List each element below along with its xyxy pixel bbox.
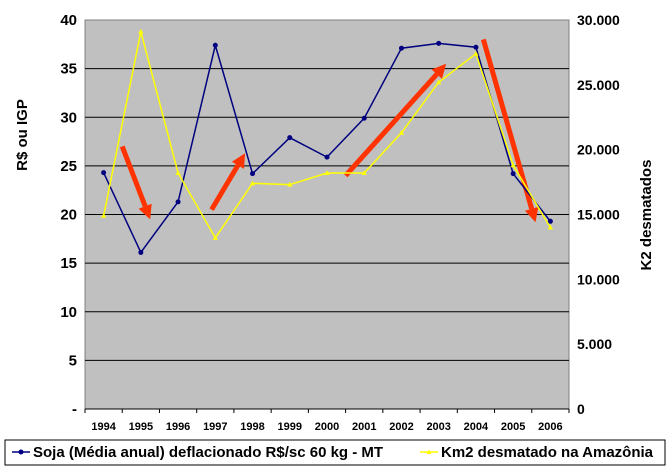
y-axis-left-ticks: - 5 10 15 20 25 30 35 40	[60, 12, 77, 418]
data-point	[212, 42, 218, 48]
x-tick-label: 2004	[464, 421, 489, 433]
y-tick-label: 20	[60, 207, 77, 224]
data-point	[249, 180, 256, 186]
trend-arrow	[119, 145, 152, 220]
data-point	[324, 170, 330, 176]
data-point	[138, 28, 144, 34]
x-tick-label: 1997	[203, 421, 227, 433]
y2-tick-label: 10.000	[577, 271, 620, 287]
x-tick-label: 2003	[426, 421, 450, 433]
data-point	[436, 79, 442, 85]
x-tick-label: 1994	[91, 421, 116, 433]
x-tick-label: 1999	[278, 421, 302, 433]
x-tick-label: 2000	[315, 421, 339, 433]
data-point	[324, 154, 330, 160]
arrow-head	[231, 153, 246, 169]
data-point	[101, 170, 107, 176]
x-axis-ticks: 1994 1995 1996 1997 1998 1999 2000 2001 2002 2003…	[91, 421, 562, 433]
arrow-head	[524, 206, 539, 223]
data-point	[287, 181, 293, 187]
arrow-head	[138, 203, 152, 220]
y-tick-label: 15	[60, 255, 77, 272]
x-tick-label: 2005	[501, 421, 525, 433]
y-tick-label: 35	[60, 61, 77, 78]
arrow-head	[431, 63, 447, 79]
data-point	[398, 45, 404, 51]
y2-tick-label: 5.000	[577, 336, 612, 352]
data-point	[175, 170, 181, 176]
y-tick-label: 5	[69, 352, 77, 369]
data-point	[510, 171, 516, 177]
legend-label-soja: Soja (Média anual) deflacionado R$/sc 60…	[33, 444, 383, 461]
trend-arrow	[343, 63, 447, 178]
series-desmatamento	[101, 28, 553, 240]
data-point	[436, 40, 442, 46]
data-point	[212, 235, 218, 240]
data-point	[547, 218, 553, 224]
legend-label-desmatamento: Km2 desmatado na Amazônia	[441, 444, 654, 461]
gridlines	[84, 68, 570, 413]
legend-marker-soja	[18, 449, 24, 455]
data-point	[138, 249, 144, 255]
y-tick-label: 30	[60, 109, 77, 126]
y-axis-right-ticks: 0 5.000 10.000 15.000 20.000 25.000 30.000	[577, 12, 620, 417]
data-point	[101, 212, 107, 218]
x-tick-label: 1995	[129, 421, 153, 433]
x-tick-label: 1996	[166, 421, 190, 433]
x-tick-label: 2006	[538, 421, 562, 433]
y2-tick-label: 20.000	[577, 142, 620, 158]
series-layer	[101, 28, 553, 255]
series-soja	[101, 40, 553, 255]
data-point	[398, 130, 405, 135]
legend-box	[4, 439, 666, 466]
y-axis-right-title: K2 desmatados	[638, 160, 655, 271]
y-axis-left-title: R$ ou IGP	[14, 99, 31, 171]
data-point	[547, 224, 553, 230]
data-point	[361, 170, 367, 176]
x-tick-label: 1998	[240, 421, 264, 433]
legend: Soja (Média anual) deflacionado R$/sc 60…	[4, 439, 666, 466]
data-point	[473, 44, 479, 50]
trend-arrow	[209, 153, 246, 211]
data-point	[250, 171, 256, 177]
data-point	[175, 199, 181, 205]
arrow-shaft	[480, 38, 535, 210]
y-tick-label: -	[72, 401, 77, 418]
data-point	[510, 162, 516, 168]
y2-tick-label: 15.000	[577, 207, 620, 223]
data-point	[287, 135, 293, 141]
y-tick-label: 25	[60, 158, 77, 175]
trend-arrow	[480, 38, 539, 223]
x-tick-label: 2002	[389, 421, 413, 433]
x-tick-label: 2001	[352, 421, 376, 433]
trend-arrows	[119, 38, 539, 223]
y2-tick-label: 25.000	[577, 77, 620, 93]
data-point	[473, 50, 479, 56]
legend-marker-desmatamento	[426, 449, 432, 454]
arrow-shaft	[209, 163, 241, 211]
data-point	[361, 115, 367, 121]
y2-tick-label: 0	[577, 401, 585, 417]
y2-tick-label: 30.000	[577, 12, 620, 28]
y-tick-label: 40	[60, 12, 77, 29]
arrow-shaft	[343, 72, 439, 178]
arrow-shaft	[119, 145, 148, 208]
y-tick-label: 10	[60, 304, 77, 321]
